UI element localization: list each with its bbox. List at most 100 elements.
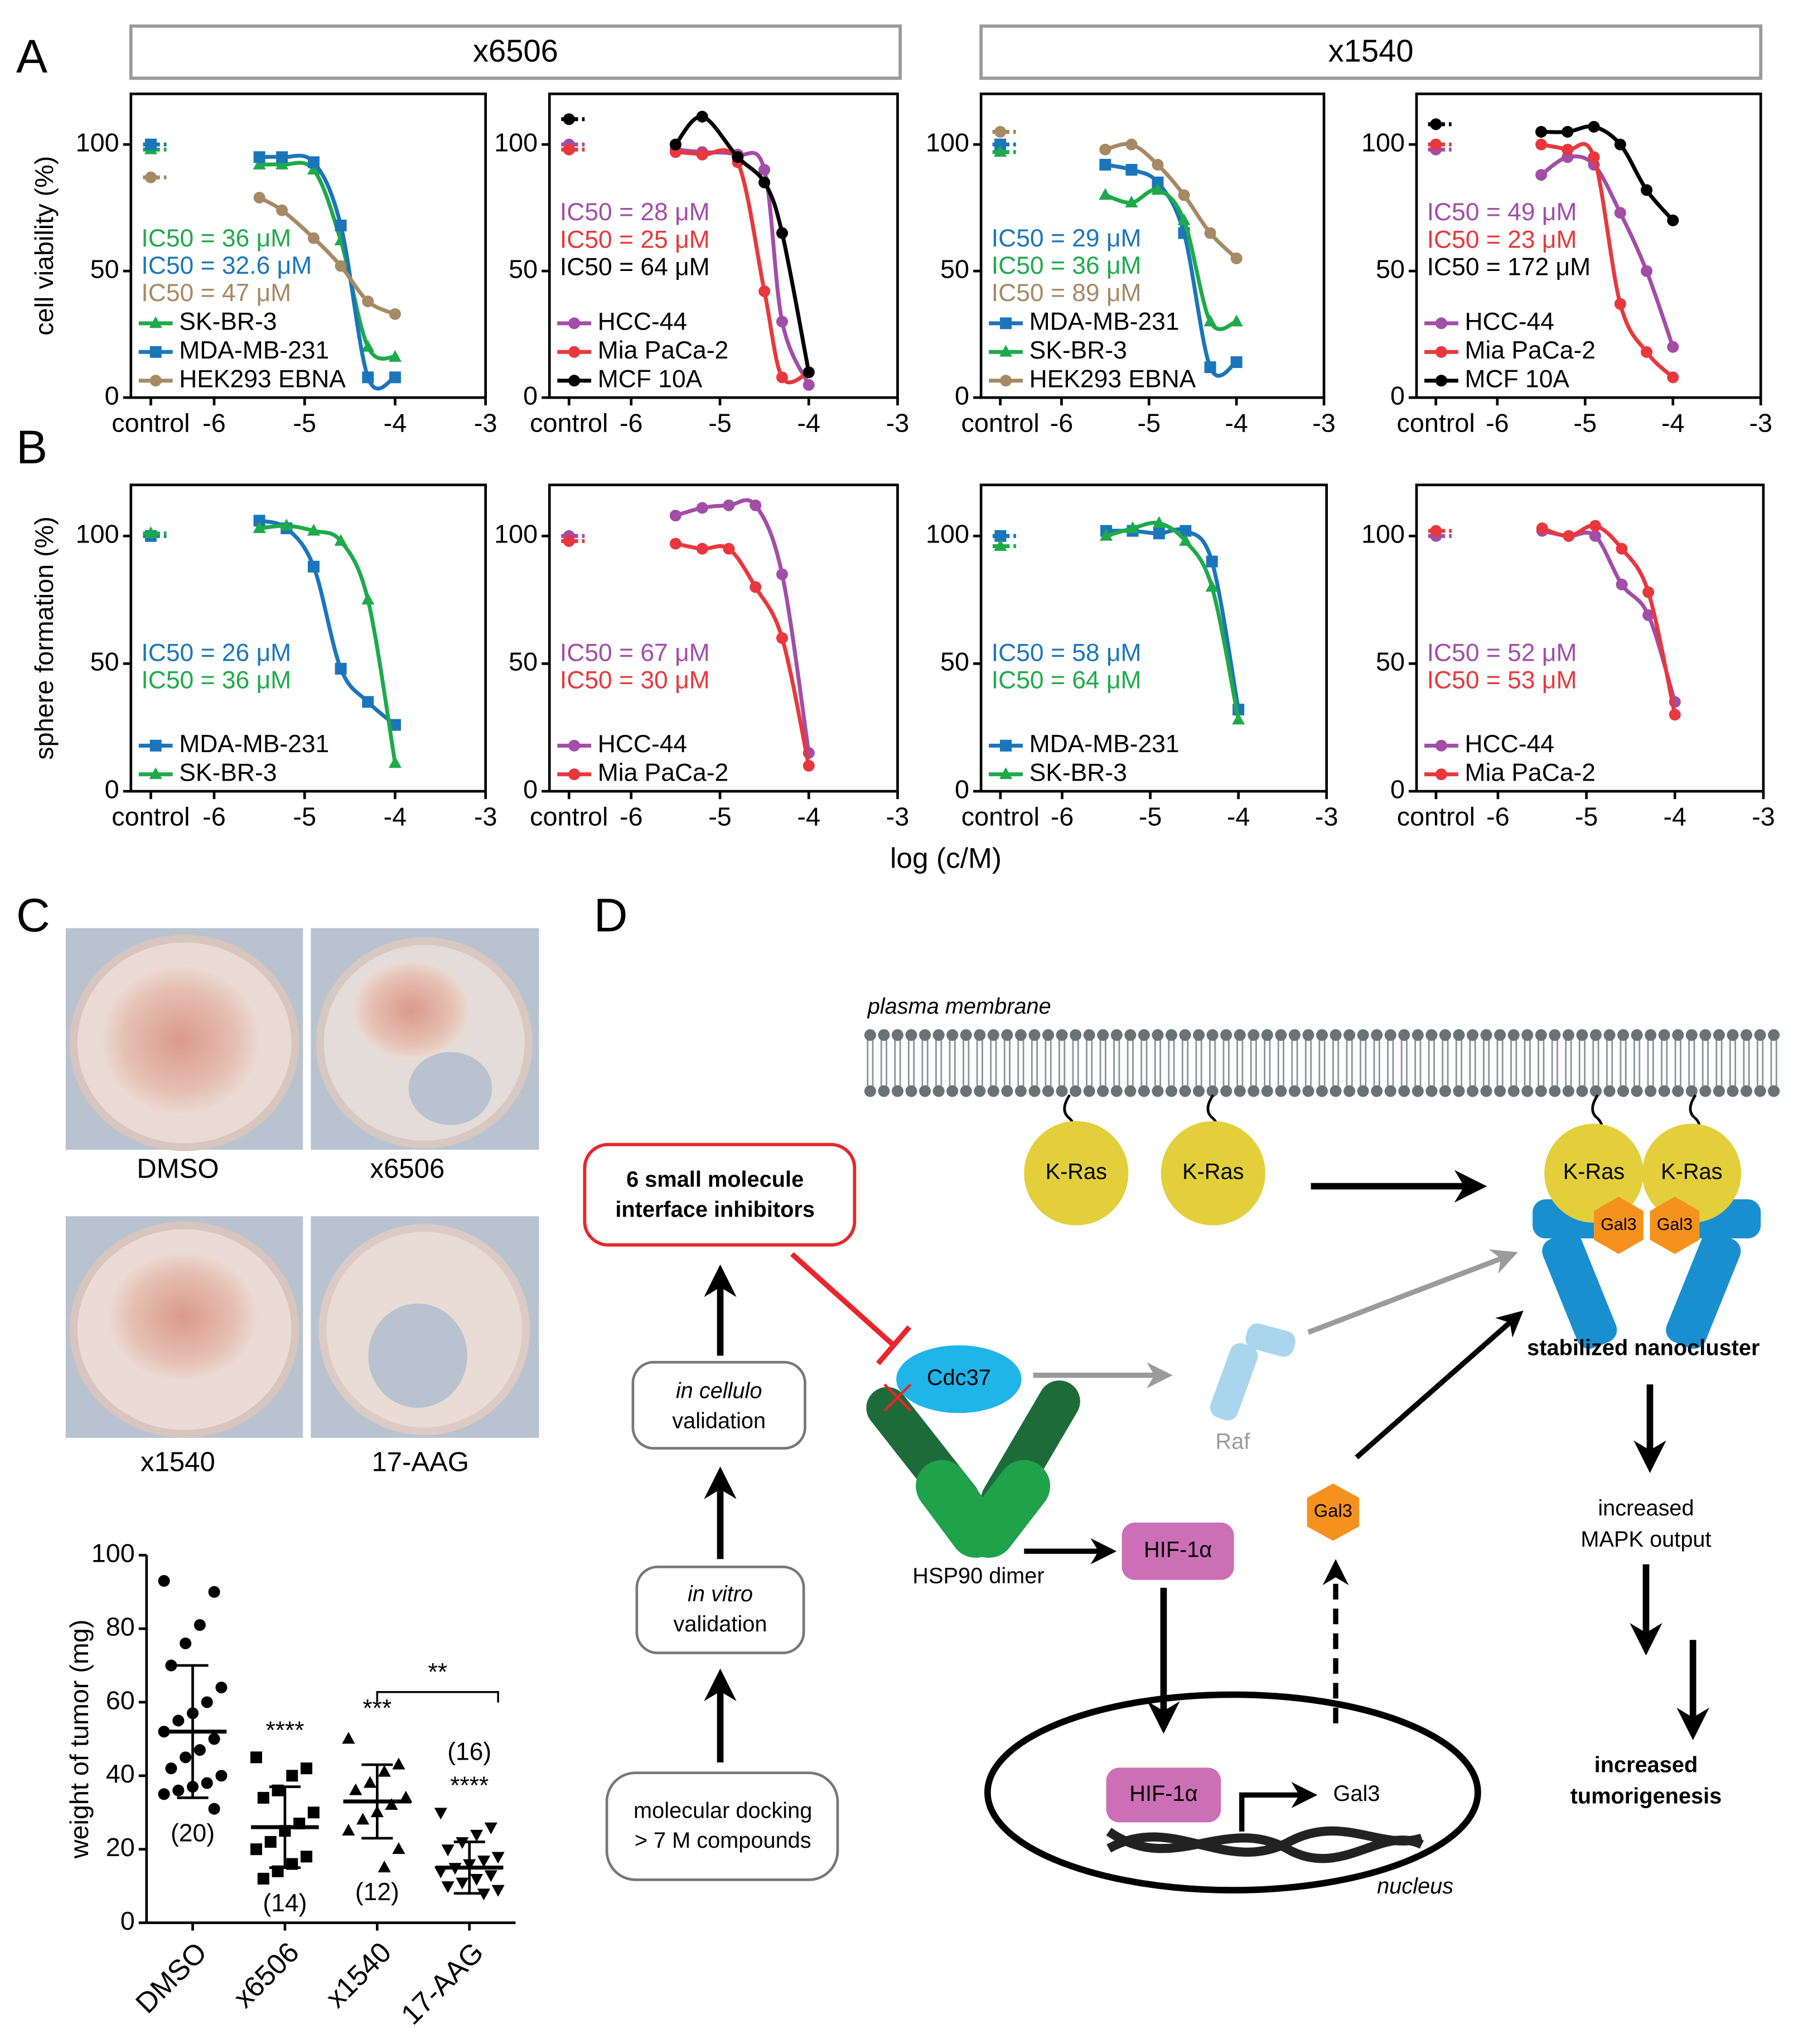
marker bbox=[158, 1575, 170, 1587]
marker bbox=[750, 581, 762, 593]
lipid-head bbox=[1220, 1085, 1232, 1097]
marker bbox=[392, 1842, 405, 1854]
marker bbox=[563, 113, 575, 125]
node-label: Cdc37 bbox=[927, 1365, 991, 1390]
legend-label: SK-BR-3 bbox=[1029, 759, 1127, 787]
y-tick-label: 100 bbox=[1361, 520, 1405, 549]
x-tick-label: -5 bbox=[708, 802, 732, 831]
lipid-head bbox=[1302, 1029, 1314, 1041]
node-label: validation bbox=[672, 1408, 766, 1433]
marker bbox=[434, 1808, 447, 1820]
lipid-head bbox=[1179, 1085, 1191, 1097]
marker bbox=[300, 1762, 313, 1775]
lipid-head bbox=[1275, 1085, 1287, 1097]
marker bbox=[994, 145, 1007, 157]
marker bbox=[1535, 125, 1548, 138]
lipid-head bbox=[1330, 1029, 1342, 1041]
y-tick-label: 50 bbox=[509, 647, 538, 676]
lipid-head bbox=[1152, 1085, 1164, 1097]
x-tick-label: -3 bbox=[1752, 802, 1775, 831]
marker bbox=[1152, 158, 1164, 171]
lipid-head bbox=[1001, 1085, 1013, 1097]
lipid-head bbox=[1576, 1085, 1588, 1097]
marker bbox=[696, 543, 708, 555]
lipid-head bbox=[1425, 1029, 1438, 1041]
y-tick-label: 100 bbox=[76, 520, 119, 549]
lipid-head bbox=[1507, 1029, 1520, 1041]
lipid-head bbox=[1070, 1085, 1082, 1097]
fit-curve bbox=[259, 519, 397, 726]
x-tick-label: -4 bbox=[1225, 409, 1248, 438]
marker bbox=[362, 371, 374, 384]
marker bbox=[1203, 314, 1217, 327]
significance: ** bbox=[428, 1659, 447, 1686]
y-tick-label: 80 bbox=[106, 1612, 135, 1641]
raf-shape bbox=[1666, 1232, 1741, 1349]
node-label: in cellulo bbox=[676, 1378, 762, 1403]
marker bbox=[776, 632, 788, 644]
marker bbox=[253, 521, 266, 533]
lipid-head bbox=[1727, 1029, 1739, 1041]
marker bbox=[307, 560, 320, 573]
legend-label: HCC-44 bbox=[1465, 308, 1554, 336]
x-tick-label: -4 bbox=[384, 802, 407, 831]
marker bbox=[356, 1813, 370, 1825]
x-tick-label: -6 bbox=[1050, 409, 1074, 438]
marker bbox=[361, 340, 375, 352]
marker bbox=[994, 138, 1007, 151]
marker bbox=[1614, 298, 1626, 310]
legend-marker bbox=[1000, 739, 1012, 752]
x-tick-label: -5 bbox=[1139, 802, 1162, 831]
x-tick-label: -5 bbox=[708, 409, 732, 438]
y-axis-label: cell viability (%) bbox=[30, 156, 59, 336]
node-label: increased bbox=[1598, 1496, 1694, 1520]
x-tick-label: control bbox=[1397, 802, 1475, 831]
legend-marker bbox=[149, 346, 162, 358]
legend-marker bbox=[568, 375, 581, 387]
hif bbox=[1122, 1522, 1234, 1580]
marker bbox=[491, 1852, 505, 1864]
step-box bbox=[635, 1565, 805, 1654]
lipid-head bbox=[1658, 1085, 1670, 1097]
marker bbox=[1669, 709, 1681, 721]
lipid-head bbox=[960, 1029, 972, 1041]
node-label: molecular docking bbox=[634, 1798, 812, 1823]
marker bbox=[165, 1762, 177, 1775]
marker bbox=[563, 535, 575, 547]
node-label: interface inhibitors bbox=[615, 1198, 815, 1222]
y-tick-label: 50 bbox=[1376, 254, 1405, 283]
lipid-head bbox=[1384, 1029, 1396, 1041]
x-tick-label: -3 bbox=[1315, 802, 1338, 831]
lipid-head bbox=[1741, 1029, 1753, 1041]
lipid-head bbox=[1617, 1029, 1630, 1041]
n-label: (14) bbox=[263, 1890, 307, 1917]
plot-frame bbox=[129, 483, 487, 793]
y-tick-label: 100 bbox=[1361, 128, 1405, 157]
lipid-head bbox=[1631, 1029, 1643, 1041]
legend-marker bbox=[568, 768, 581, 781]
lipid-head bbox=[932, 1029, 945, 1041]
marker bbox=[1178, 189, 1190, 201]
step-box bbox=[605, 1771, 839, 1881]
ic50-label: IC50 = 29 μM bbox=[992, 225, 1142, 252]
lipid-head bbox=[1699, 1029, 1712, 1041]
lipid-head bbox=[1384, 1085, 1396, 1097]
legend-marker bbox=[568, 317, 581, 330]
x-tick-label: -3 bbox=[474, 802, 497, 831]
lipid-head bbox=[1330, 1085, 1342, 1097]
lipid-head bbox=[1672, 1085, 1684, 1097]
x-tick-label: -6 bbox=[1486, 409, 1509, 438]
ic50-label: IC50 = 52 μM bbox=[1427, 639, 1577, 666]
lipid-head bbox=[1206, 1085, 1219, 1097]
marker bbox=[201, 1696, 213, 1708]
y-tick-label: 0 bbox=[955, 775, 969, 804]
ic50-label: IC50 = 36 μM bbox=[141, 667, 291, 694]
y-tick-label: 0 bbox=[105, 775, 119, 804]
legend-label: HCC-44 bbox=[1465, 730, 1554, 758]
plot-frame bbox=[548, 92, 899, 399]
marker bbox=[1667, 341, 1679, 353]
lipid-head bbox=[1124, 1029, 1137, 1041]
marker bbox=[1153, 527, 1165, 540]
marker bbox=[994, 530, 1007, 542]
marker bbox=[1588, 120, 1600, 133]
